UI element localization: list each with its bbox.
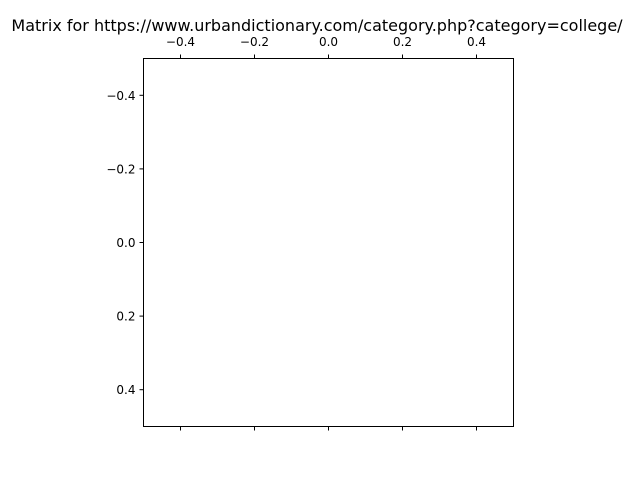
chart-title: Matrix for https://www.urbandictionary.c… [11,16,623,35]
y-tick-label-4: 0.4 [116,383,135,397]
y-tick-label-2: 0.0 [116,236,135,250]
x-tick-label-0: −0.4 [166,35,195,49]
y-tick-label-3: 0.2 [116,310,135,324]
x-tick-label-1: −0.2 [240,35,269,49]
x-axis: −0.4 −0.2 0.0 0.2 0.4 [166,35,486,431]
plot-area [143,58,514,427]
x-tick-label-2: 0.0 [319,35,338,49]
x-tick-label-3: 0.2 [393,35,412,49]
y-axis: −0.4 −0.2 0.0 0.2 0.4 [106,89,144,397]
y-tick-label-1: −0.2 [106,162,135,176]
y-tick-label-0: −0.4 [106,89,135,103]
x-tick-label-4: 0.4 [467,35,486,49]
